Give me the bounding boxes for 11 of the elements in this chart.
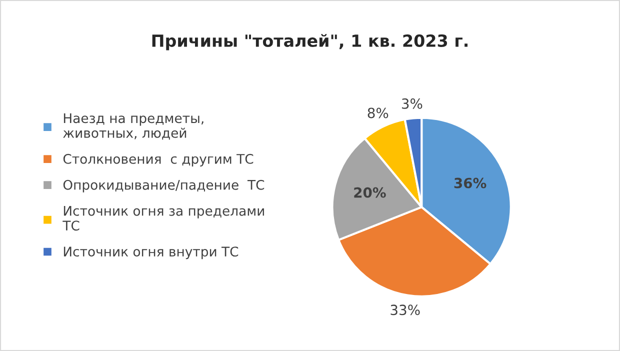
data-label: 20%	[354, 187, 386, 198]
legend-label: Опрокидывание/падение ТС	[63, 180, 264, 192]
chart-title: Причины "тоталей", 1 кв. 2023 г.	[152, 34, 468, 50]
legend-label: Источник огня за пределами ТС	[62, 206, 264, 231]
legend-label: Столкновения с другим ТС	[63, 154, 254, 166]
data-label: 36%	[454, 178, 486, 188]
data-label: 8%	[368, 108, 388, 118]
data-label: 3%	[402, 98, 422, 109]
legend-label: Наезд на предметы, животных, людей	[63, 113, 204, 140]
legend-label: Источник огня внутри ТС	[64, 246, 238, 260]
data-label: 33%	[390, 304, 420, 316]
